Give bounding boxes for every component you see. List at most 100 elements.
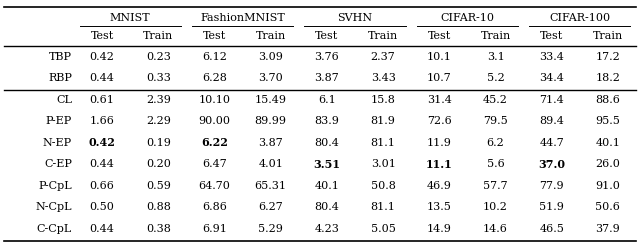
Text: 40.1: 40.1 xyxy=(314,181,339,190)
Text: 90.00: 90.00 xyxy=(198,116,230,126)
Text: 46.5: 46.5 xyxy=(540,223,564,234)
Text: 3.43: 3.43 xyxy=(371,73,396,83)
Text: 64.70: 64.70 xyxy=(198,181,230,190)
Text: 17.2: 17.2 xyxy=(596,52,620,62)
Text: 37.0: 37.0 xyxy=(538,158,565,170)
Text: 46.9: 46.9 xyxy=(427,181,452,190)
Text: 15.8: 15.8 xyxy=(371,94,396,104)
Text: 15.49: 15.49 xyxy=(255,94,287,104)
Text: 26.0: 26.0 xyxy=(595,159,620,169)
Text: Train: Train xyxy=(593,31,623,41)
Text: 10.7: 10.7 xyxy=(427,73,452,83)
Text: 89.99: 89.99 xyxy=(255,116,287,126)
Text: 89.4: 89.4 xyxy=(540,116,564,126)
Text: 5.29: 5.29 xyxy=(259,223,283,234)
Text: 91.0: 91.0 xyxy=(595,181,620,190)
Text: Train: Train xyxy=(368,31,398,41)
Text: 2.29: 2.29 xyxy=(146,116,171,126)
Text: 34.4: 34.4 xyxy=(540,73,564,83)
Text: Test: Test xyxy=(90,31,114,41)
Text: 3.09: 3.09 xyxy=(259,52,283,62)
Text: 6.2: 6.2 xyxy=(486,138,504,148)
Text: CL: CL xyxy=(56,94,72,104)
Text: 95.5: 95.5 xyxy=(595,116,620,126)
Text: 65.31: 65.31 xyxy=(255,181,287,190)
Text: 79.5: 79.5 xyxy=(483,116,508,126)
Text: 3.01: 3.01 xyxy=(371,159,396,169)
Text: 81.1: 81.1 xyxy=(371,202,396,212)
Text: 37.9: 37.9 xyxy=(596,223,620,234)
Text: 0.44: 0.44 xyxy=(90,73,115,83)
Text: 0.19: 0.19 xyxy=(146,138,171,148)
Text: 71.4: 71.4 xyxy=(540,94,564,104)
Text: 6.27: 6.27 xyxy=(259,202,283,212)
Text: 45.2: 45.2 xyxy=(483,94,508,104)
Text: N-CpL: N-CpL xyxy=(35,202,72,212)
Text: CIFAR-10: CIFAR-10 xyxy=(440,13,495,23)
Text: SVHN: SVHN xyxy=(337,13,372,23)
Text: 5.2: 5.2 xyxy=(486,73,504,83)
Text: 6.12: 6.12 xyxy=(202,52,227,62)
Text: 0.66: 0.66 xyxy=(90,181,115,190)
Text: 10.10: 10.10 xyxy=(198,94,230,104)
Text: 81.1: 81.1 xyxy=(371,138,396,148)
Text: 6.1: 6.1 xyxy=(318,94,336,104)
Text: 3.87: 3.87 xyxy=(314,73,339,83)
Text: 11.9: 11.9 xyxy=(427,138,452,148)
Text: FashionMNIST: FashionMNIST xyxy=(200,13,285,23)
Text: Test: Test xyxy=(428,31,451,41)
Text: Test: Test xyxy=(540,31,563,41)
Text: 57.7: 57.7 xyxy=(483,181,508,190)
Text: 72.6: 72.6 xyxy=(427,116,452,126)
Text: C-EP: C-EP xyxy=(44,159,72,169)
Text: 2.37: 2.37 xyxy=(371,52,396,62)
Text: 0.33: 0.33 xyxy=(146,73,171,83)
Text: 3.87: 3.87 xyxy=(259,138,283,148)
Text: 6.91: 6.91 xyxy=(202,223,227,234)
Text: 0.23: 0.23 xyxy=(146,52,171,62)
Text: 0.42: 0.42 xyxy=(89,137,116,148)
Text: 2.39: 2.39 xyxy=(146,94,171,104)
Text: 80.4: 80.4 xyxy=(314,138,339,148)
Text: 6.28: 6.28 xyxy=(202,73,227,83)
Text: Test: Test xyxy=(316,31,339,41)
Text: 6.47: 6.47 xyxy=(202,159,227,169)
Text: 77.9: 77.9 xyxy=(540,181,564,190)
Text: 0.61: 0.61 xyxy=(90,94,115,104)
Text: 18.2: 18.2 xyxy=(595,73,620,83)
Text: CIFAR-100: CIFAR-100 xyxy=(549,13,611,23)
Text: 0.20: 0.20 xyxy=(146,159,171,169)
Text: TBP: TBP xyxy=(49,52,72,62)
Text: Train: Train xyxy=(255,31,286,41)
Text: 6.86: 6.86 xyxy=(202,202,227,212)
Text: 4.23: 4.23 xyxy=(314,223,339,234)
Text: 3.76: 3.76 xyxy=(314,52,339,62)
Text: 0.44: 0.44 xyxy=(90,223,115,234)
Text: P-CpL: P-CpL xyxy=(38,181,72,190)
Text: 11.1: 11.1 xyxy=(426,158,452,170)
Text: 1.66: 1.66 xyxy=(90,116,115,126)
Text: Train: Train xyxy=(481,31,511,41)
Text: 5.05: 5.05 xyxy=(371,223,396,234)
Text: 0.88: 0.88 xyxy=(146,202,171,212)
Text: 3.1: 3.1 xyxy=(486,52,504,62)
Text: 40.1: 40.1 xyxy=(595,138,620,148)
Text: 3.51: 3.51 xyxy=(314,158,340,170)
Text: 4.01: 4.01 xyxy=(259,159,283,169)
Text: 50.6: 50.6 xyxy=(595,202,620,212)
Text: 0.44: 0.44 xyxy=(90,159,115,169)
Text: Test: Test xyxy=(203,31,226,41)
Text: 10.1: 10.1 xyxy=(427,52,452,62)
Text: 0.42: 0.42 xyxy=(90,52,115,62)
Text: Train: Train xyxy=(143,31,173,41)
Text: 81.9: 81.9 xyxy=(371,116,396,126)
Text: 44.7: 44.7 xyxy=(540,138,564,148)
Text: 13.5: 13.5 xyxy=(427,202,452,212)
Text: 6.22: 6.22 xyxy=(201,137,228,148)
Text: 50.8: 50.8 xyxy=(371,181,396,190)
Text: C-CpL: C-CpL xyxy=(36,223,72,234)
Text: P-EP: P-EP xyxy=(45,116,72,126)
Text: 51.9: 51.9 xyxy=(540,202,564,212)
Text: 88.6: 88.6 xyxy=(595,94,620,104)
Text: 0.50: 0.50 xyxy=(90,202,115,212)
